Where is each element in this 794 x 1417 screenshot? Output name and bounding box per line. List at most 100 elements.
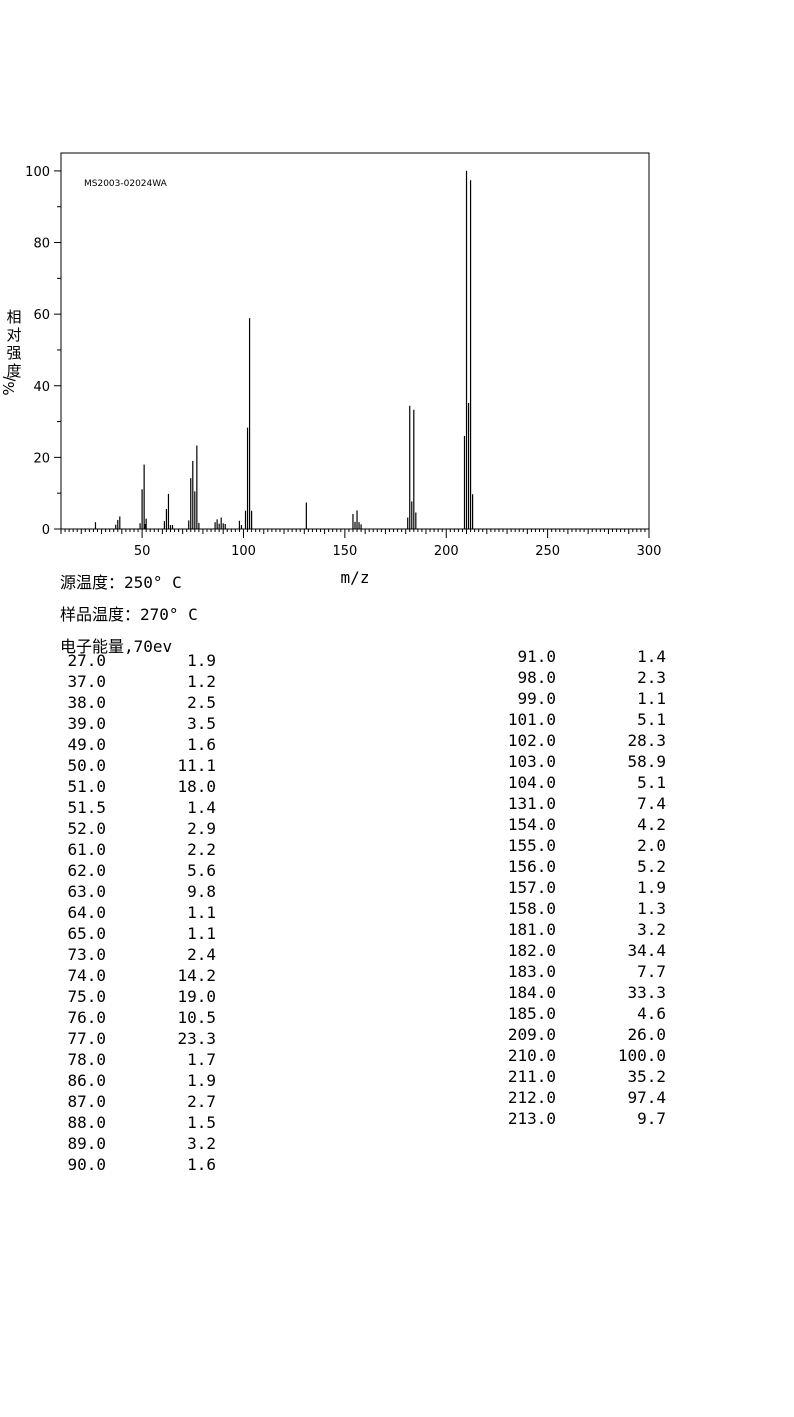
intensity-value: 97.4 — [627, 1088, 666, 1107]
y-label-char-2: 对 — [6, 326, 21, 344]
y-axis-label: 相 对 强 度 %/ — [0, 308, 22, 396]
intensity-value: 9.8 — [187, 882, 216, 901]
mz-value: 101.0 — [507, 710, 556, 729]
intensity-value: 2.2 — [187, 840, 216, 859]
table-row: 102.0 28.3 — [500, 730, 670, 751]
mz-value: 89.0 — [67, 1134, 106, 1153]
mz-value: 104.0 — [507, 773, 556, 792]
intensity-value: 2.9 — [187, 819, 216, 838]
mz-value: 98.0 — [517, 668, 556, 687]
table-row: 39.0 3.5 — [60, 713, 220, 734]
peak-table-left: 27.0 1.9 37.0 1.2 38.0 2.5 39.0 3.5 49.0 1.6 50.0 1… — [60, 650, 220, 1180]
table-row: 89.0 3.2 — [60, 1133, 220, 1154]
intensity-value: 1.4 — [637, 647, 666, 666]
table-row: 101.0 5.1 — [500, 709, 670, 730]
table-row: 209.0 26.0 — [500, 1024, 670, 1045]
mz-value: 103.0 — [507, 752, 556, 771]
chart-annotation: MS2003-02024WA — [84, 179, 168, 189]
table-row: 51.5 1.4 — [60, 797, 220, 818]
mz-value: 61.0 — [67, 840, 106, 859]
x-tick-label: 250 — [535, 544, 560, 559]
plot-frame — [60, 152, 650, 530]
mz-value: 62.0 — [67, 861, 106, 880]
intensity-value: 1.9 — [187, 651, 216, 670]
mz-value: 52.0 — [67, 819, 106, 838]
table-row: 158.0 1.3 — [500, 898, 670, 919]
y-tick-label: 100 — [25, 165, 50, 180]
table-row: 51.0 18.0 — [60, 776, 220, 797]
mz-value: 185.0 — [507, 1004, 556, 1023]
table-row: 62.0 5.6 — [60, 860, 220, 881]
intensity-value: 9.7 — [637, 1109, 666, 1128]
mz-value: 77.0 — [67, 1029, 106, 1048]
table-row: 87.0 2.7 — [60, 1091, 220, 1112]
mz-value: 183.0 — [507, 962, 556, 981]
mz-value: 27.0 — [67, 651, 106, 670]
y-label-char-1: 相 — [6, 308, 21, 326]
mz-value: 64.0 — [67, 903, 106, 922]
table-row: 183.0 7.7 — [500, 961, 670, 982]
intensity-value: 3.2 — [187, 1134, 216, 1153]
table-row: 88.0 1.5 — [60, 1112, 220, 1133]
table-row: 75.0 19.0 — [60, 986, 220, 1007]
peak-table-right: 91.0 1.4 98.0 2.3 99.0 1.1 101.0 5.1 102.0 28.3 10… — [500, 646, 670, 1136]
table-row: 63.0 9.8 — [60, 881, 220, 902]
mz-value: 212.0 — [507, 1088, 556, 1107]
table-row: 90.0 1.6 — [60, 1154, 220, 1175]
mz-value: 99.0 — [517, 689, 556, 708]
intensity-value: 2.4 — [187, 945, 216, 964]
y-label-char-5: %/ — [0, 375, 18, 395]
mz-value: 154.0 — [507, 815, 556, 834]
intensity-value: 58.9 — [627, 752, 666, 771]
table-row: 77.0 23.3 — [60, 1028, 220, 1049]
peak-bars — [94, 170, 474, 529]
table-row: 73.0 2.4 — [60, 944, 220, 965]
mz-value: 76.0 — [67, 1008, 106, 1027]
intensity-value: 1.1 — [187, 924, 216, 943]
table-row: 52.0 2.9 — [60, 818, 220, 839]
y-tick-label: 40 — [33, 380, 50, 395]
x-tick-label: 300 — [637, 544, 662, 559]
table-row: 64.0 1.1 — [60, 902, 220, 923]
intensity-value: 1.6 — [187, 1155, 216, 1174]
intensity-value: 4.2 — [637, 815, 666, 834]
mz-value: 86.0 — [67, 1071, 106, 1090]
table-row: 65.0 1.1 — [60, 923, 220, 944]
intensity-value: 28.3 — [627, 731, 666, 750]
intensity-value: 1.7 — [187, 1050, 216, 1069]
electron-energy: 电子能量,70ev — [60, 637, 173, 656]
table-row: 131.0 7.4 — [500, 793, 670, 814]
intensity-value: 2.7 — [187, 1092, 216, 1111]
table-row: 91.0 1.4 — [500, 646, 670, 667]
intensity-value: 7.7 — [637, 962, 666, 981]
mz-value: 210.0 — [507, 1046, 556, 1065]
table-row: 98.0 2.3 — [500, 667, 670, 688]
table-row: 182.0 34.4 — [500, 940, 670, 961]
intensity-value: 2.5 — [187, 693, 216, 712]
mz-value: 181.0 — [507, 920, 556, 939]
mz-value: 156.0 — [507, 857, 556, 876]
intensity-value: 14.2 — [177, 966, 216, 985]
table-row: 184.0 33.3 — [500, 982, 670, 1003]
mz-value: 73.0 — [67, 945, 106, 964]
intensity-value: 1.9 — [187, 1071, 216, 1090]
x-tick-label: 150 — [332, 544, 357, 559]
mz-value: 50.0 — [67, 756, 106, 775]
intensity-value: 1.2 — [187, 672, 216, 691]
table-row: 213.0 9.7 — [500, 1108, 670, 1129]
mz-value: 51.5 — [67, 798, 106, 817]
table-row: 185.0 4.6 — [500, 1003, 670, 1024]
intensity-value: 1.4 — [187, 798, 216, 817]
mz-value: 74.0 — [67, 966, 106, 985]
x-tick-label: 100 — [231, 544, 256, 559]
intensity-value: 33.3 — [627, 983, 666, 1002]
intensity-value: 5.6 — [187, 861, 216, 880]
intensity-value: 1.1 — [637, 689, 666, 708]
table-row: 154.0 4.2 — [500, 814, 670, 835]
x-axis: 50 100 150 200 250 300 — [60, 529, 662, 559]
intensity-value: 5.1 — [637, 773, 666, 792]
intensity-value: 1.5 — [187, 1113, 216, 1132]
mz-value: 37.0 — [67, 672, 106, 691]
table-row: 210.0 100.0 — [500, 1045, 670, 1066]
y-tick-label: 80 — [33, 237, 50, 252]
